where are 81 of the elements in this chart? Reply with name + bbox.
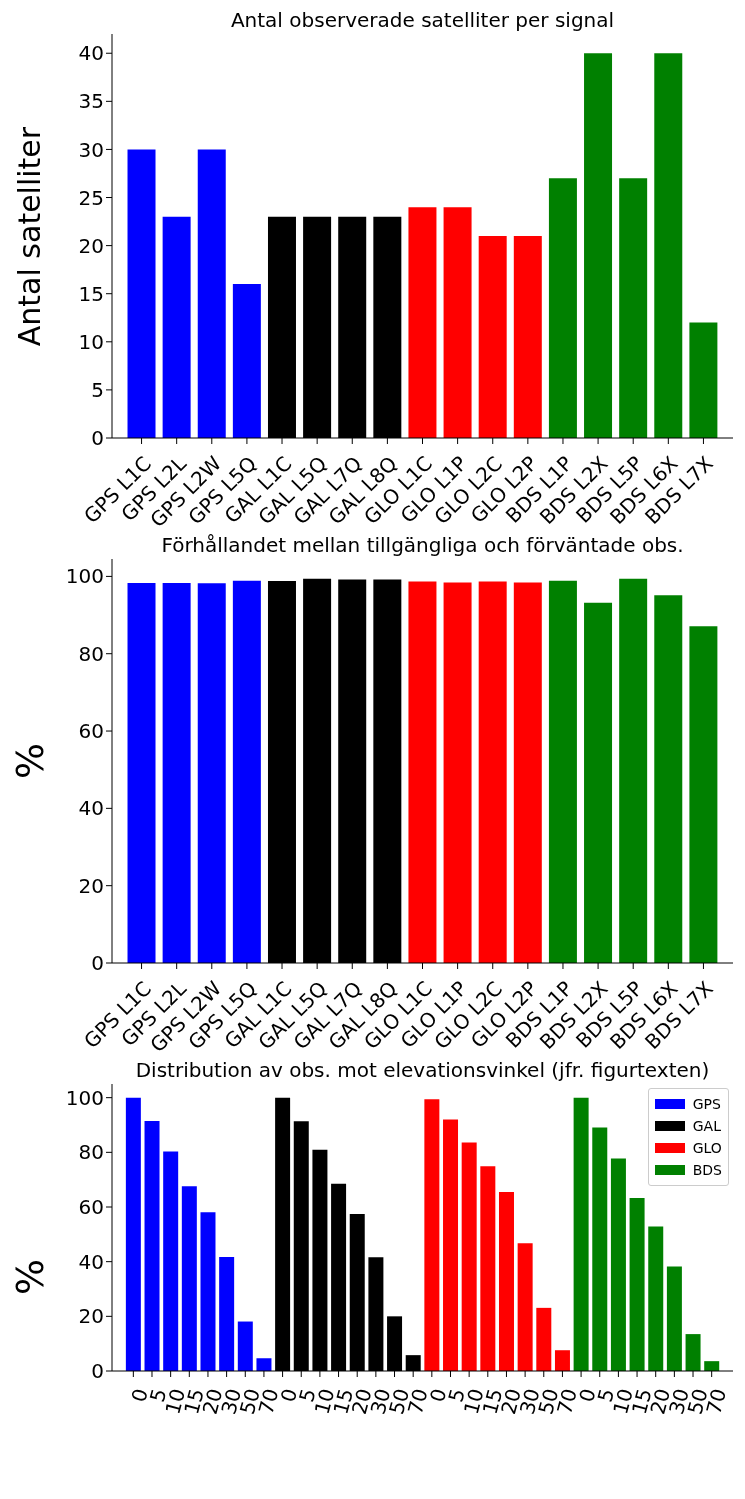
bar xyxy=(478,581,507,963)
bar xyxy=(200,1212,216,1371)
y-tick-label: 20 xyxy=(78,873,104,898)
bar xyxy=(461,1142,477,1371)
y-tick-label: 40 xyxy=(78,1249,104,1274)
y-tick-label: 30 xyxy=(78,137,104,162)
bar xyxy=(163,1151,179,1371)
bar xyxy=(536,1307,552,1371)
bar xyxy=(237,1321,253,1371)
bar xyxy=(478,236,507,438)
bar xyxy=(480,1166,496,1371)
bar xyxy=(162,582,191,963)
y-tick-label: 40 xyxy=(78,796,104,821)
y-tick-label: 15 xyxy=(78,281,104,306)
y-tick-label: 20 xyxy=(78,233,104,258)
bar xyxy=(127,149,156,438)
bar xyxy=(162,216,191,438)
y-tick-label: 5 xyxy=(91,378,104,402)
bar xyxy=(424,1099,440,1371)
y-tick-label: 25 xyxy=(78,185,104,210)
bar xyxy=(517,1243,533,1371)
bar xyxy=(232,284,261,438)
bar xyxy=(648,1226,664,1371)
bar xyxy=(408,207,437,438)
y-tick-label: 0 xyxy=(91,951,104,976)
bar xyxy=(584,602,613,963)
bar xyxy=(654,595,683,963)
bar xyxy=(513,582,542,963)
y-tick-label: 0 xyxy=(91,1359,104,1384)
bar xyxy=(629,1197,645,1371)
legend-label: BDS xyxy=(692,1162,722,1178)
bar xyxy=(181,1186,197,1371)
bar xyxy=(498,1191,514,1371)
y-tick-label: 100 xyxy=(65,564,104,589)
bar xyxy=(689,626,718,963)
bar xyxy=(704,1361,720,1371)
y-tick-label: 80 xyxy=(78,1140,104,1165)
legend-label: GPS xyxy=(692,1096,721,1112)
y-tick-label: 0 xyxy=(91,426,104,451)
bar xyxy=(443,1119,459,1371)
bar xyxy=(256,1358,272,1371)
y-axis-title: % xyxy=(7,742,52,780)
bar xyxy=(127,582,156,963)
y-tick-label: 100 xyxy=(65,1085,104,1110)
bar xyxy=(554,1350,570,1371)
bar xyxy=(513,236,542,438)
bar xyxy=(232,580,261,963)
y-axis-title: Antal satelliter xyxy=(12,126,48,346)
bar xyxy=(573,1097,589,1371)
bar xyxy=(685,1334,701,1371)
y-tick-label: 40 xyxy=(78,41,104,66)
bar xyxy=(584,53,613,438)
bar xyxy=(654,53,683,438)
y-tick-label: 35 xyxy=(78,89,104,114)
bar xyxy=(443,207,472,438)
bar xyxy=(408,581,437,963)
chart-title: Förhållandet mellan tillgängliga och förväntade obs. xyxy=(160,533,685,557)
legend-label: GLO xyxy=(692,1140,722,1156)
bar xyxy=(219,1257,235,1371)
bar xyxy=(610,1158,626,1371)
y-tick-label: 60 xyxy=(78,719,104,744)
bar xyxy=(443,582,472,963)
y-tick-label: 10 xyxy=(78,329,104,354)
bar xyxy=(592,1127,608,1371)
y-tick-label: 80 xyxy=(78,641,104,666)
legend-label: GAL xyxy=(692,1118,721,1134)
bar xyxy=(125,1097,141,1371)
bar xyxy=(548,580,577,963)
y-tick-label: 20 xyxy=(78,1304,104,1329)
chart-title: Distribution av obs. mot elevationsvinkel (jfr. figurtexten) xyxy=(134,1058,711,1082)
y-axis-title: % xyxy=(7,1258,52,1295)
bar xyxy=(548,178,577,438)
bar xyxy=(197,583,226,963)
bar xyxy=(197,149,226,438)
bar xyxy=(144,1120,160,1371)
chart-title: Antal observerade satelliter per signal xyxy=(229,8,616,32)
bar xyxy=(689,322,718,438)
bar xyxy=(619,578,648,963)
bar xyxy=(666,1266,682,1371)
bar xyxy=(619,178,648,438)
y-tick-label: 60 xyxy=(78,1195,104,1220)
